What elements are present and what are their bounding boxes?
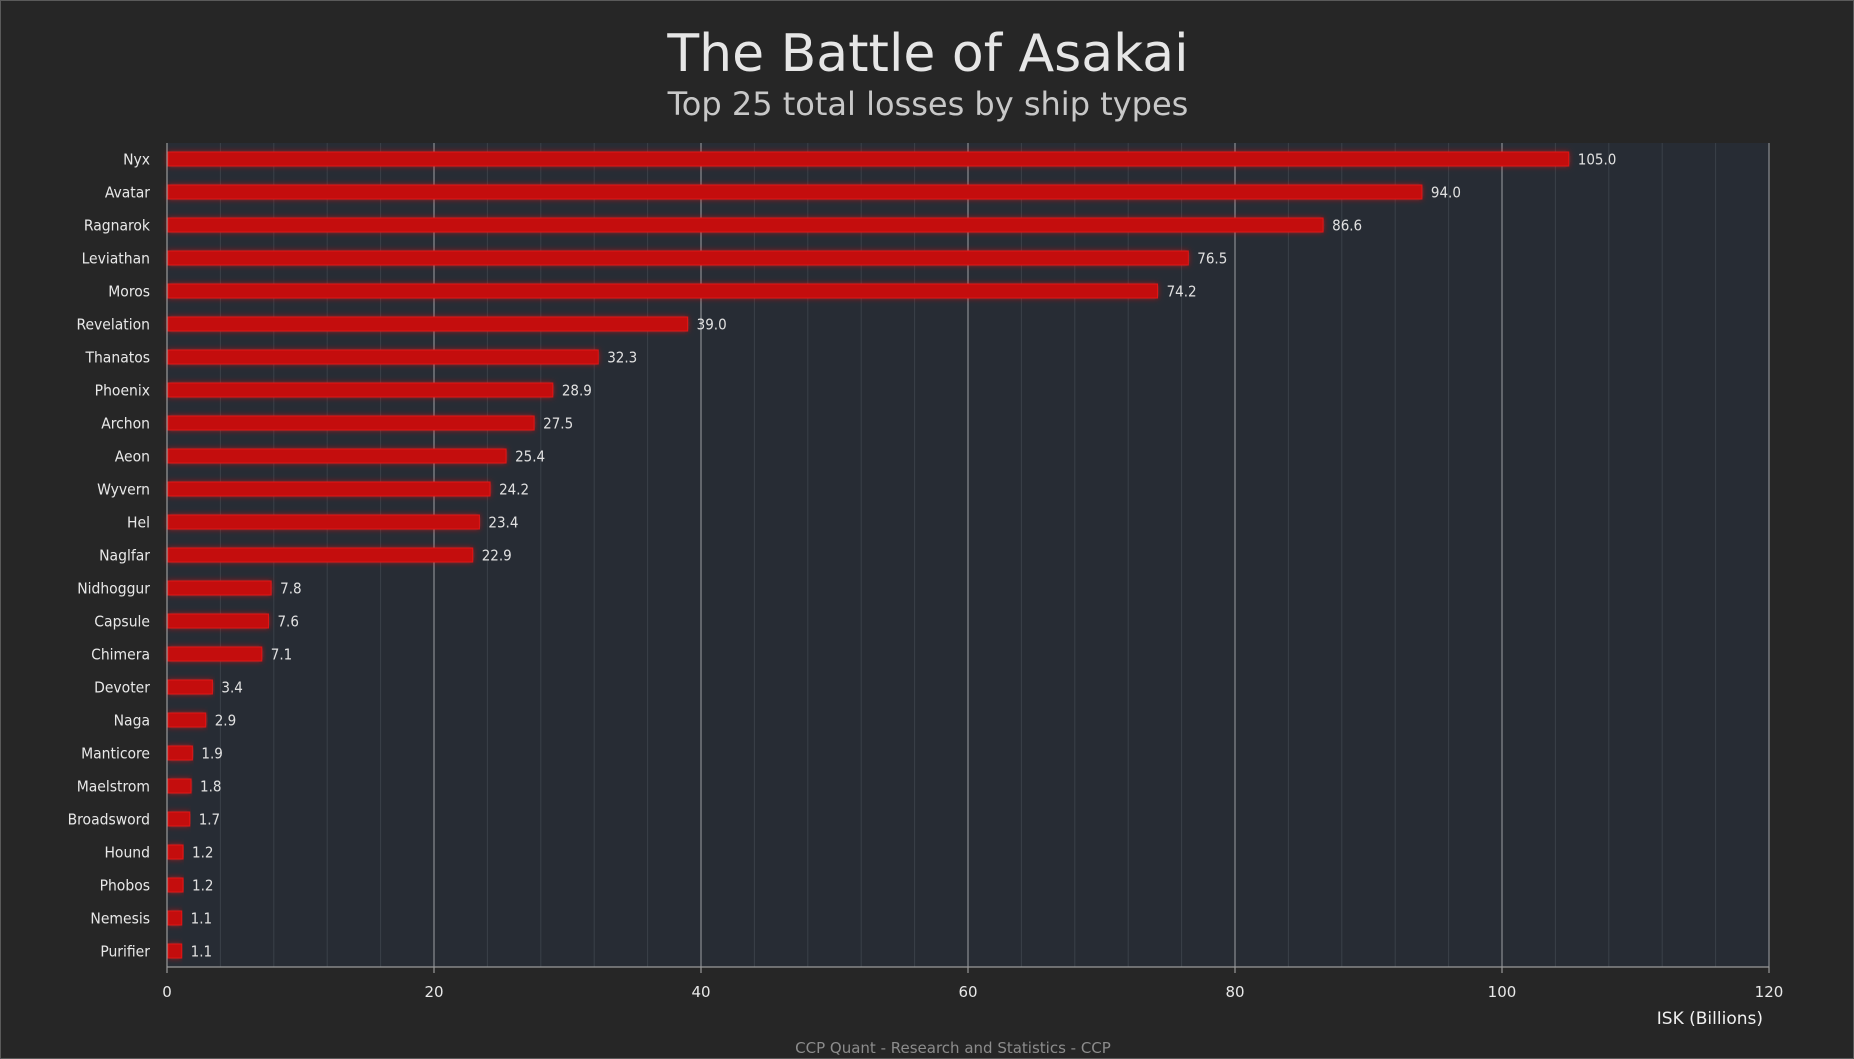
bar-ragnarok [167,217,1324,233]
category-label: Hound [104,844,150,862]
category-label: Moros [108,283,150,301]
bar-manticore [167,745,193,761]
category-label: Wyvern [97,481,150,499]
bars-group [167,151,1570,959]
bar-nyx [167,151,1570,167]
category-label: Chimera [91,646,150,664]
category-label: Maelstrom [77,778,150,796]
category-label: Aeon [115,448,150,466]
bar-nidhoggur [167,580,272,596]
category-label: Nyx [123,151,150,169]
bar-archon [167,415,535,431]
bar-hel [167,514,480,530]
bar-broadsword [167,811,191,827]
chart-credit: CCP Quant - Research and Statistics - CC… [795,1039,1111,1057]
bar-capsule [167,613,269,629]
minor-gridlines [219,143,1717,967]
category-label: Phobos [100,877,150,895]
bar-revelation [167,316,689,332]
value-label: 25.4 [515,448,545,466]
category-label: Nidhoggur [77,580,150,598]
bar-wyvern [167,481,491,497]
chart-title: The Battle of Asakai [666,24,1188,84]
category-label: Ragnarok [84,217,151,235]
x-tick-label: 40 [691,983,710,1001]
value-label: 7.8 [280,580,301,598]
category-label: Revelation [76,316,150,334]
category-labels: Nyx Avatar Ragnarok Leviathan Moros Revelatio… [68,151,151,961]
value-label: 94.0 [1431,184,1461,202]
category-label: Broadsword [68,811,150,829]
value-label: 3.4 [221,679,242,697]
bar-aeon [167,448,507,464]
value-label: 1.1 [191,910,212,928]
bar-nemesis [167,910,183,926]
bar-leviathan [167,250,1189,266]
value-label: 7.6 [277,613,298,631]
bar-purifier [167,943,183,959]
value-label: 23.4 [488,514,518,532]
x-tick-label: 20 [424,983,443,1001]
value-label: 1.9 [201,745,222,763]
value-label: 1.2 [192,844,213,862]
bar-hound [167,844,184,860]
bar-chimera [167,646,263,662]
value-label: 22.9 [482,547,512,565]
category-label: Nemesis [90,910,150,928]
chart-subtitle: Top 25 total losses by ship types [667,85,1189,123]
value-label: 28.9 [562,382,592,400]
value-label: 74.2 [1167,283,1197,301]
category-label: Devoter [94,679,150,697]
value-label: 1.1 [191,943,212,961]
value-label: 7.1 [271,646,292,664]
category-label: Archon [101,415,150,433]
value-label: 2.9 [215,712,236,730]
category-label: Phoenix [95,382,150,400]
category-label: Avatar [105,184,150,202]
x-tick-label: 80 [1225,983,1244,1001]
bar-maelstrom [167,778,192,794]
bar-naga [167,712,207,728]
value-label: 76.5 [1197,250,1227,268]
bar-thanatos [167,349,599,365]
x-tick-label: 100 [1488,983,1517,1001]
x-tick-label: 0 [162,983,172,1001]
x-tick-label: 60 [958,983,977,1001]
value-label: 32.3 [607,349,637,367]
value-label: 27.5 [543,415,573,433]
value-labels: 105.0 94.0 86.6 76.574.2 39.0 32.3 28.9 27.5 25.… [191,151,1617,961]
x-tick-label: 120 [1755,983,1784,1001]
bar-devoter [167,679,213,695]
value-label: 39.0 [697,316,727,334]
value-label: 105.0 [1578,151,1617,169]
category-label: Leviathan [82,250,150,268]
value-label: 1.7 [199,811,220,829]
bar-naglfar [167,547,474,563]
bar-phobos [167,877,184,893]
value-label: 86.6 [1332,217,1362,235]
value-label: 1.8 [200,778,221,796]
category-label: Naga [114,712,150,730]
bar-avatar [167,184,1423,200]
category-label: Manticore [81,745,150,763]
category-label: Naglfar [99,547,150,565]
category-label: Thanatos [84,349,150,367]
value-label: 24.2 [499,481,529,499]
x-axis-title: ISK (Billions) [1657,1009,1763,1029]
value-label: 1.2 [192,877,213,895]
category-label: Purifier [100,943,150,961]
category-label: Hel [127,514,150,532]
x-axis: 0 20 40 60 80 100 120 [162,143,1783,1001]
category-label: Capsule [94,613,150,631]
bar-moros [167,283,1159,299]
bar-phoenix [167,382,554,398]
